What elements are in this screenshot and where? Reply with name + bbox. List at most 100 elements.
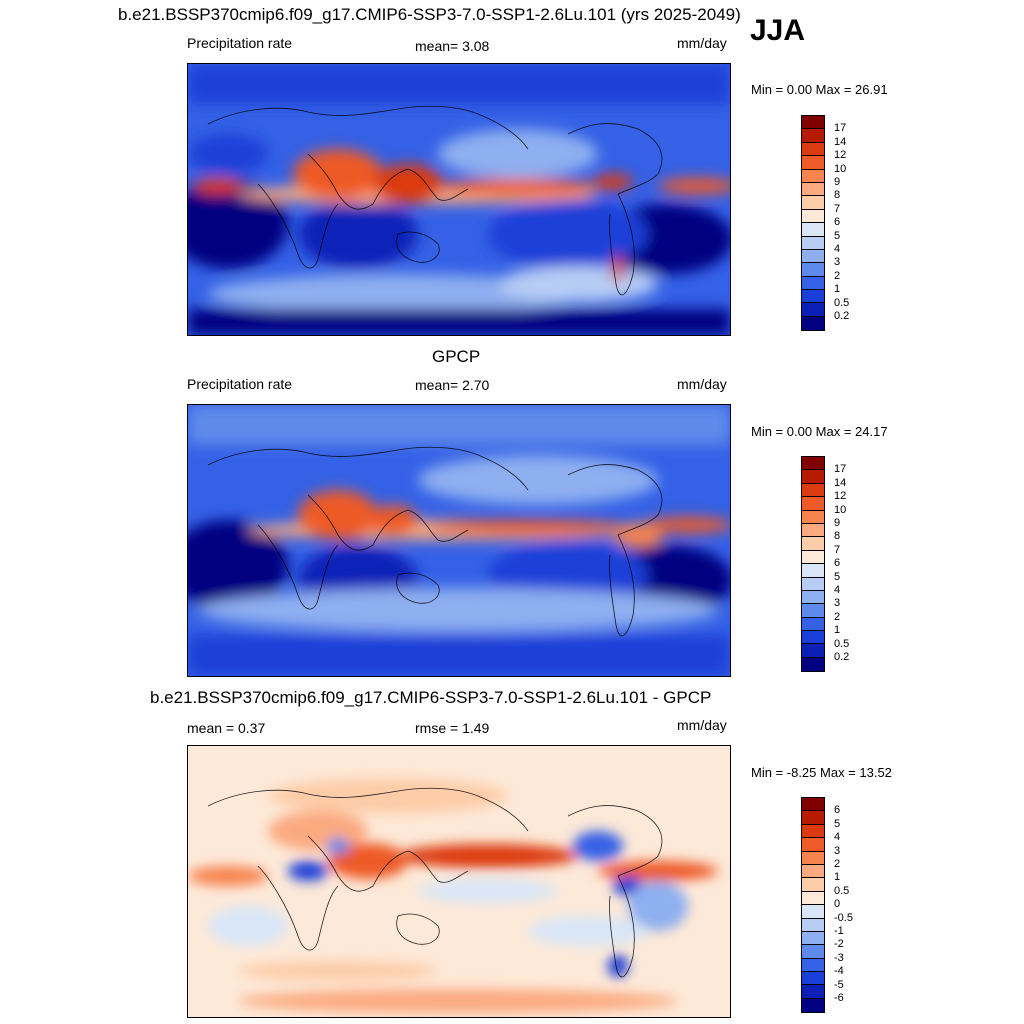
panel-obs-colorbar xyxy=(801,456,825,673)
colorbar-tick-label: 0.5 xyxy=(834,296,850,309)
colorbar-segment xyxy=(802,523,824,538)
panel-model-units-label: mm/day xyxy=(677,35,727,51)
colorbar-segment xyxy=(802,811,824,825)
colorbar-tick-label: -5 xyxy=(834,978,844,991)
colorbar-segment xyxy=(802,169,824,183)
colorbar-tick-label: 7 xyxy=(834,543,841,556)
panel-diff-colorbar xyxy=(801,797,825,1014)
colorbar-segment xyxy=(802,577,824,591)
panel-obs-title: GPCP xyxy=(432,347,481,366)
colorbar-tick-label: 3 xyxy=(834,844,841,857)
colorbar-tick-label: 6 xyxy=(834,557,841,570)
colorbar-segment xyxy=(802,891,824,906)
panel-model-title: b.e21.BSSP370cmip6.f09_g17.CMIP6-SSP3-7.… xyxy=(118,5,741,24)
panel-obs-units-label: mm/day xyxy=(677,376,727,392)
colorbar-tick-label: -6 xyxy=(834,992,844,1004)
panel-model-colorbar xyxy=(801,115,825,332)
colorbar-segment xyxy=(802,838,824,852)
colorbar-tick-label: 5 xyxy=(834,570,841,583)
colorbar-segment xyxy=(802,824,824,839)
colorbar-tick-label: 17 xyxy=(834,122,847,135)
colorbar-segment xyxy=(802,617,824,632)
colorbar-tick-label: 10 xyxy=(834,162,847,175)
panel-obs-minmax-label: Min = 0.00 Max = 24.17 xyxy=(751,424,888,439)
colorbar-segment xyxy=(802,249,824,264)
colorbar-segment xyxy=(802,631,824,645)
panel-model-map xyxy=(187,63,731,336)
colorbar-tick-label: 12 xyxy=(834,149,847,162)
colorbar-segment xyxy=(802,182,824,197)
colorbar-segment xyxy=(802,864,824,879)
colorbar-tick-label: 2 xyxy=(834,610,841,623)
colorbar-tick-label: 4 xyxy=(834,243,841,255)
colorbar-tick-label: 6 xyxy=(834,804,841,817)
colorbar-tick-label: 17 xyxy=(834,463,847,476)
panel-model-minmax-label: Min = 0.00 Max = 26.91 xyxy=(751,82,888,97)
colorbar-segment xyxy=(802,196,824,210)
colorbar-segment xyxy=(802,657,824,672)
colorbar-tick-label: 0.2 xyxy=(834,651,850,663)
colorbar-tick-label: -2 xyxy=(834,938,844,951)
colorbar-tick-label: 1 xyxy=(834,871,841,884)
colorbar-segment xyxy=(802,116,824,130)
colorbar-tick-label: 9 xyxy=(834,176,841,188)
colorbar-tick-label: 12 xyxy=(834,490,847,503)
colorbar-tick-label: 0.2 xyxy=(834,310,850,322)
colorbar-segment xyxy=(802,905,824,919)
colorbar-segment xyxy=(802,945,824,959)
colorbar-segment xyxy=(802,998,824,1013)
colorbar-tick-label: -1 xyxy=(834,925,844,937)
colorbar-tick-label: 9 xyxy=(834,517,841,529)
colorbar-segment xyxy=(802,483,824,498)
colorbar-segment xyxy=(802,470,824,484)
colorbar-segment xyxy=(802,209,824,224)
colorbar-segment xyxy=(802,918,824,932)
colorbar-segment xyxy=(802,851,824,865)
colorbar-segment xyxy=(802,156,824,170)
colorbar-tick-label: 3 xyxy=(834,597,841,610)
colorbar-tick-label: 14 xyxy=(834,476,847,489)
colorbar-segment xyxy=(802,457,824,471)
colorbar-tick-label: 14 xyxy=(834,135,847,148)
panel-model-variable-label: Precipitation rate xyxy=(187,35,293,51)
colorbar-segment xyxy=(802,931,824,946)
colorbar-tick-label: 1 xyxy=(834,624,841,637)
colorbar-segment xyxy=(802,236,824,250)
colorbar-segment xyxy=(802,878,824,892)
panel-diff-title: b.e21.BSSP370cmip6.f09_g17.CMIP6-SSP3-7.… xyxy=(150,688,712,707)
colorbar-segment xyxy=(802,223,824,237)
colorbar-tick-label: 5 xyxy=(834,817,841,830)
panel-diff-map xyxy=(187,745,731,1018)
panel-diff-mean-label: mean = 0.37 xyxy=(187,720,266,736)
colorbar-segment xyxy=(802,958,824,973)
panel-obs-map xyxy=(187,404,731,677)
panel-obs-mean-label: mean= 2.70 xyxy=(415,377,490,393)
colorbar-tick-label: 3 xyxy=(834,256,841,269)
colorbar-tick-label: 5 xyxy=(834,229,841,242)
colorbar-segment xyxy=(802,644,824,658)
colorbar-tick-label: 1 xyxy=(834,283,841,296)
colorbar-tick-label: 0.5 xyxy=(834,637,850,650)
colorbar-segment xyxy=(802,276,824,291)
panel-diff-rmse-label: rmse = 1.49 xyxy=(415,720,490,736)
colorbar-segment xyxy=(802,142,824,157)
colorbar-tick-label: 2 xyxy=(834,858,841,870)
colorbar-segment xyxy=(802,985,824,999)
season-label: JJA xyxy=(750,14,806,47)
colorbar-segment xyxy=(802,798,824,812)
colorbar-tick-label: 7 xyxy=(834,202,841,215)
colorbar-segment xyxy=(802,497,824,511)
colorbar-segment xyxy=(802,316,824,331)
colorbar-tick-label: 0.5 xyxy=(834,884,850,897)
colorbar-tick-label: 2 xyxy=(834,269,841,282)
colorbar-segment xyxy=(802,972,824,986)
colorbar-segment xyxy=(802,604,824,618)
panel-model-mean-label: mean= 3.08 xyxy=(415,38,490,54)
colorbar-segment xyxy=(802,290,824,304)
colorbar-tick-label: -4 xyxy=(834,965,844,978)
panel-diff-units-label: mm/day xyxy=(677,717,727,733)
colorbar-tick-label: 4 xyxy=(834,831,841,844)
colorbar-segment xyxy=(802,129,824,143)
panel-obs-variable-label: Precipitation rate xyxy=(187,376,293,392)
colorbar-tick-label: 10 xyxy=(834,503,847,516)
